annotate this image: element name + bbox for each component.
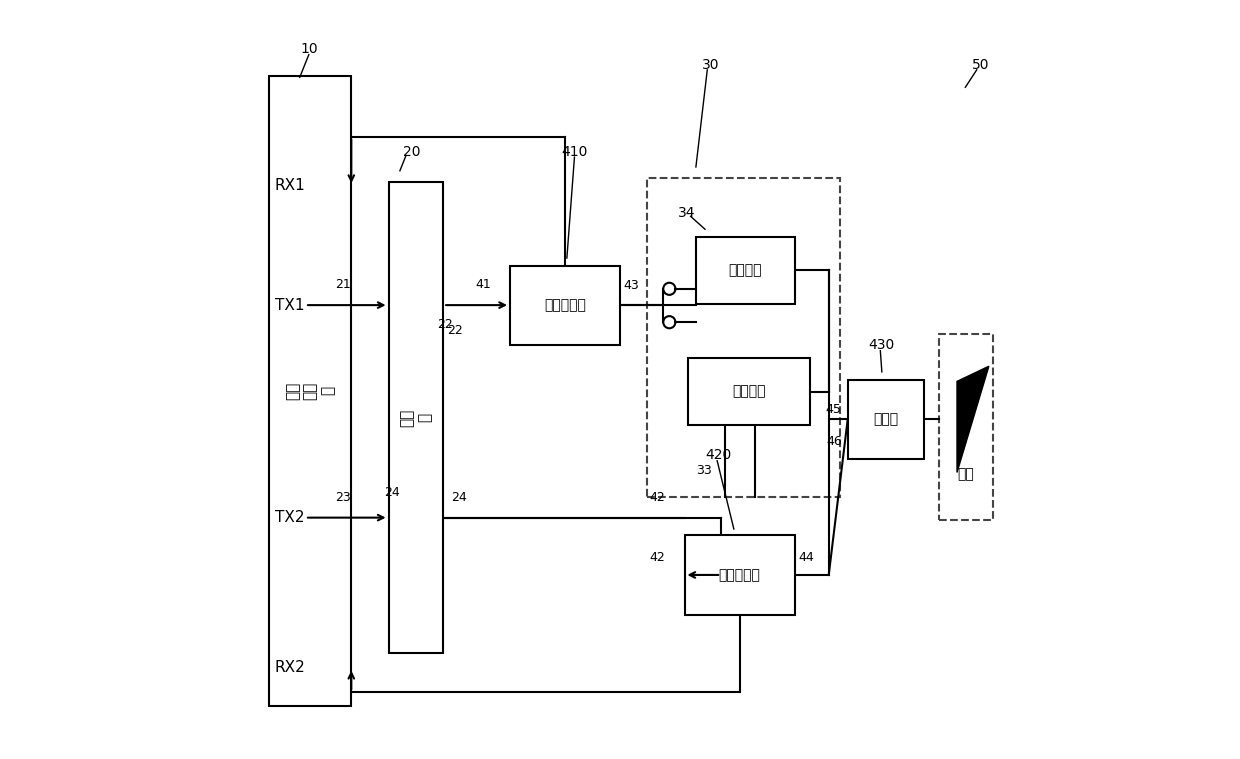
Polygon shape — [957, 367, 988, 472]
Bar — [848, 380, 924, 459]
Text: 46: 46 — [826, 434, 842, 448]
Text: 22: 22 — [446, 324, 463, 337]
Text: 41: 41 — [475, 279, 491, 291]
Text: RX1: RX1 — [274, 178, 305, 194]
Text: 高频双工器: 高频双工器 — [719, 568, 760, 582]
Text: 34: 34 — [678, 206, 696, 219]
Text: 30: 30 — [702, 58, 720, 71]
Text: 10: 10 — [300, 43, 317, 56]
Text: 21: 21 — [335, 279, 351, 291]
Bar — [388, 182, 443, 653]
Bar — [939, 334, 993, 520]
Text: 410: 410 — [562, 145, 588, 159]
Text: 42: 42 — [650, 491, 666, 504]
Text: 43: 43 — [624, 279, 640, 291]
Text: 低频双工器: 低频双工器 — [544, 298, 587, 313]
Bar — [696, 237, 795, 304]
Text: 控制电路: 控制电路 — [733, 385, 766, 398]
Bar — [646, 178, 841, 497]
Text: 基带
处理
器: 基带 处理 器 — [285, 382, 335, 400]
Bar — [684, 535, 795, 615]
Text: 50: 50 — [972, 58, 990, 71]
Text: TX1: TX1 — [275, 298, 305, 313]
Text: 45: 45 — [826, 402, 842, 416]
Text: 33: 33 — [696, 464, 712, 477]
Text: 分频器: 分频器 — [873, 412, 898, 427]
Text: 天线: 天线 — [957, 468, 975, 481]
Text: 44: 44 — [799, 550, 815, 563]
Text: 42: 42 — [650, 550, 666, 563]
Text: 滤波模块: 滤波模块 — [728, 263, 763, 277]
Bar — [688, 358, 810, 425]
Text: 24: 24 — [384, 486, 401, 499]
Text: TX2: TX2 — [275, 510, 305, 525]
Text: 430: 430 — [869, 339, 895, 352]
Bar — [510, 266, 620, 345]
Text: 22: 22 — [438, 318, 454, 332]
Bar — [269, 76, 351, 706]
Text: 24: 24 — [451, 491, 466, 504]
Text: RX2: RX2 — [274, 660, 305, 676]
Text: 20: 20 — [403, 145, 420, 159]
Text: 23: 23 — [335, 491, 351, 504]
Text: 收发
器: 收发 器 — [399, 408, 432, 427]
Text: 420: 420 — [706, 449, 732, 462]
